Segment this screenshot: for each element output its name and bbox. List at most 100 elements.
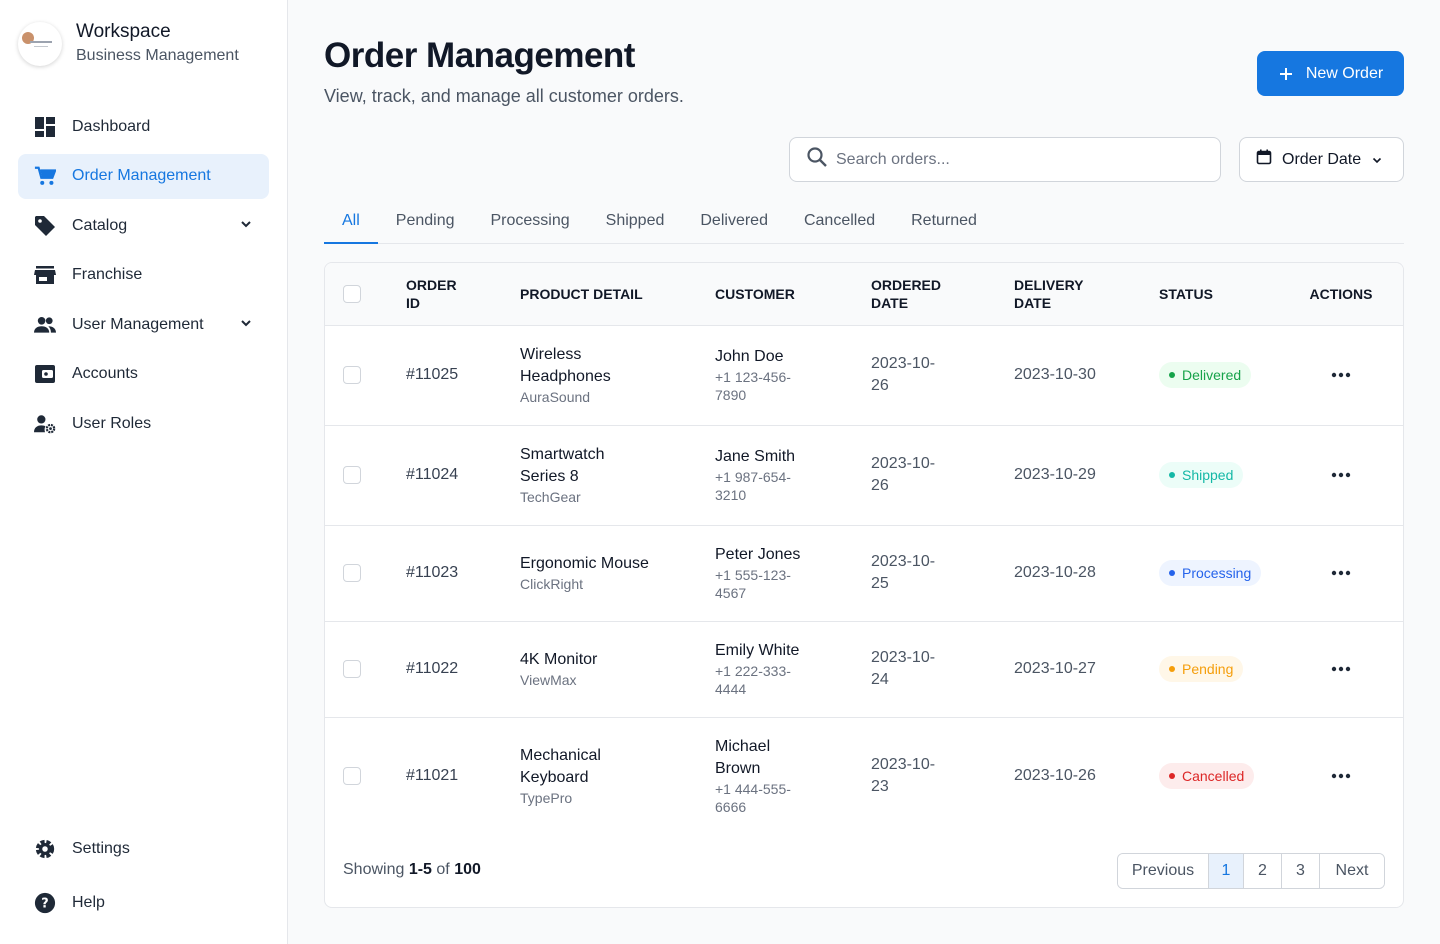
sidebar-item-label: Catalog: [72, 216, 128, 234]
customer-phone: 3210: [715, 487, 747, 503]
customer-phone: 7890: [715, 387, 747, 403]
tab-returned[interactable]: Returned: [911, 211, 977, 229]
cart-icon: [34, 165, 56, 187]
search-box[interactable]: [789, 137, 1221, 182]
sidebar-item-order-management[interactable]: Order Management: [18, 153, 269, 199]
ordered-date: 2023-10-: [871, 355, 936, 372]
calendar-icon: [1256, 149, 1272, 170]
more-actions-icon[interactable]: [1279, 773, 1403, 779]
sidebar-item-help[interactable]: ? Help: [18, 880, 269, 925]
more-actions-icon[interactable]: [1279, 666, 1403, 672]
sidebar-item-accounts[interactable]: Accounts: [18, 352, 269, 397]
table-footer: Showing 1-5 of 100 Previous 1 2 3 Next: [325, 853, 1403, 889]
chevron-down-icon[interactable]: [239, 217, 253, 231]
order-date-filter[interactable]: Order Date: [1239, 137, 1404, 182]
status-dot-icon: [1169, 773, 1175, 780]
ordered-date-cell: 2023-10- 24: [871, 621, 1014, 717]
tab-shipped[interactable]: Shipped: [605, 211, 665, 229]
sidebar-item-label: Order Management: [72, 167, 211, 184]
more-actions-icon[interactable]: [1279, 570, 1403, 576]
sidebar-item-catalog[interactable]: Catalog: [18, 203, 269, 248]
table-row[interactable]: #11021 Mechanical Keyboard TypePro Michael Br…: [325, 717, 1403, 835]
column-header-order-id[interactable]: ORDER ID: [406, 276, 457, 311]
orders-table-body: #11025 Wireless Headphones AuraSound John Do…: [325, 325, 1403, 835]
row-checkbox[interactable]: [343, 564, 361, 582]
sidebar-item-user-management[interactable]: User Management: [18, 302, 269, 347]
customer-phone: 4567: [715, 585, 747, 601]
users-icon: [34, 314, 56, 336]
tab-processing[interactable]: Processing: [490, 211, 570, 229]
previous-page-button[interactable]: Previous: [1118, 854, 1209, 888]
product-brand: TechGear: [520, 489, 581, 505]
product-detail: Mechanical Keyboard TypePro: [520, 717, 715, 835]
order-id: #11022: [406, 660, 459, 677]
table-row[interactable]: #11023 Ergonomic Mouse ClickRight Peter Jon…: [325, 525, 1403, 621]
more-actions-icon[interactable]: [1279, 472, 1403, 478]
customer-phone: +1 987-654-: [715, 469, 791, 485]
tab-all[interactable]: All: [324, 198, 378, 244]
column-header-ordered-date[interactable]: ORDERED DATE: [871, 276, 942, 311]
customer-name: Peter Jones: [715, 546, 801, 563]
column-header-customer[interactable]: CUSTOMER: [715, 285, 795, 302]
sidebar-item-settings[interactable]: Settings: [18, 826, 269, 871]
chevron-down-icon[interactable]: [239, 316, 253, 330]
showing-range: 1-5: [408, 861, 432, 878]
row-checkbox[interactable]: [343, 767, 361, 786]
table-row[interactable]: #11022 4K Monitor ViewMax Emily White +1 222…: [325, 621, 1403, 717]
column-header-status[interactable]: STATUS: [1159, 285, 1213, 302]
sidebar-item-franchise[interactable]: Franchise: [18, 253, 269, 298]
page-subtitle: View, track, and manage all customer ord…: [324, 86, 684, 106]
product-brand: AuraSound: [520, 389, 591, 405]
showing-total: 100: [454, 861, 481, 878]
customer-name: John Doe: [715, 348, 784, 365]
product-name: Headphones: [520, 368, 611, 385]
ordered-date-cell: 2023-10- 25: [871, 525, 1014, 621]
more-actions-icon[interactable]: [1279, 372, 1403, 378]
ordered-date: 2023-10-: [871, 455, 936, 472]
column-header-product[interactable]: PRODUCT DETAIL: [520, 285, 643, 302]
page-2-button[interactable]: 2: [1244, 854, 1282, 888]
select-all-checkbox[interactable]: [343, 284, 361, 303]
table-row[interactable]: #11025 Wireless Headphones AuraSound John Do…: [325, 325, 1403, 425]
customer-phone: 6666: [715, 799, 747, 816]
tab-delivered[interactable]: Delivered: [700, 211, 768, 229]
tab-cancelled[interactable]: Cancelled: [803, 211, 876, 229]
status-badge: Cancelled: [1159, 763, 1255, 790]
row-checkbox[interactable]: [343, 466, 361, 484]
customer-cell: Michael Brown +1 444-555- 6666: [715, 717, 871, 835]
new-order-label: New Order: [1305, 64, 1384, 82]
order-id: #11023: [406, 564, 459, 581]
customer-name: Emily White: [715, 642, 800, 659]
customer-cell: Peter Jones +1 555-123- 4567: [715, 525, 871, 621]
product-detail: 4K Monitor ViewMax: [520, 621, 715, 717]
table-row[interactable]: #11024 Smartwatch Series 8 TechGear Jane Smi…: [325, 425, 1403, 525]
delivery-date: 2023-10-29: [1014, 466, 1096, 483]
customer-cell: John Doe +1 123-456- 7890: [715, 325, 871, 425]
sidebar-item-label: User Management: [72, 315, 204, 333]
delivery-date: 2023-10-26: [1014, 767, 1096, 785]
column-header-delivery-date[interactable]: DELIVERY DATE: [1014, 276, 1084, 311]
order-id: #11025: [406, 366, 459, 383]
product-name: Wireless: [520, 346, 582, 363]
sidebar-item-dashboard[interactable]: Dashboard: [18, 104, 269, 149]
page-3-button[interactable]: 3: [1282, 854, 1320, 888]
product-brand: TypePro: [520, 790, 573, 807]
delivery-date: 2023-10-27: [1014, 660, 1096, 677]
next-page-button[interactable]: Next: [1320, 854, 1384, 888]
status-badge: Shipped: [1159, 462, 1244, 488]
sidebar-item-user-roles[interactable]: User Roles: [18, 401, 269, 446]
row-checkbox[interactable]: [343, 660, 361, 678]
search-input[interactable]: [836, 150, 1196, 169]
customer-phone: +1 444-555-: [715, 781, 791, 798]
row-checkbox[interactable]: [343, 366, 361, 384]
tab-pending[interactable]: Pending: [395, 211, 455, 229]
customer-name: Jane Smith: [715, 448, 796, 465]
new-order-button[interactable]: New Order: [1257, 51, 1404, 96]
page-1-button[interactable]: 1: [1209, 854, 1244, 888]
delivery-date: 2023-10-30: [1014, 366, 1096, 383]
product-name: Smartwatch: [520, 446, 605, 463]
status-badge: Delivered: [1159, 362, 1252, 388]
customer-cell: Emily White +1 222-333- 4444: [715, 621, 871, 717]
order-id: #11021: [406, 767, 459, 785]
plus-icon: [1278, 66, 1294, 82]
